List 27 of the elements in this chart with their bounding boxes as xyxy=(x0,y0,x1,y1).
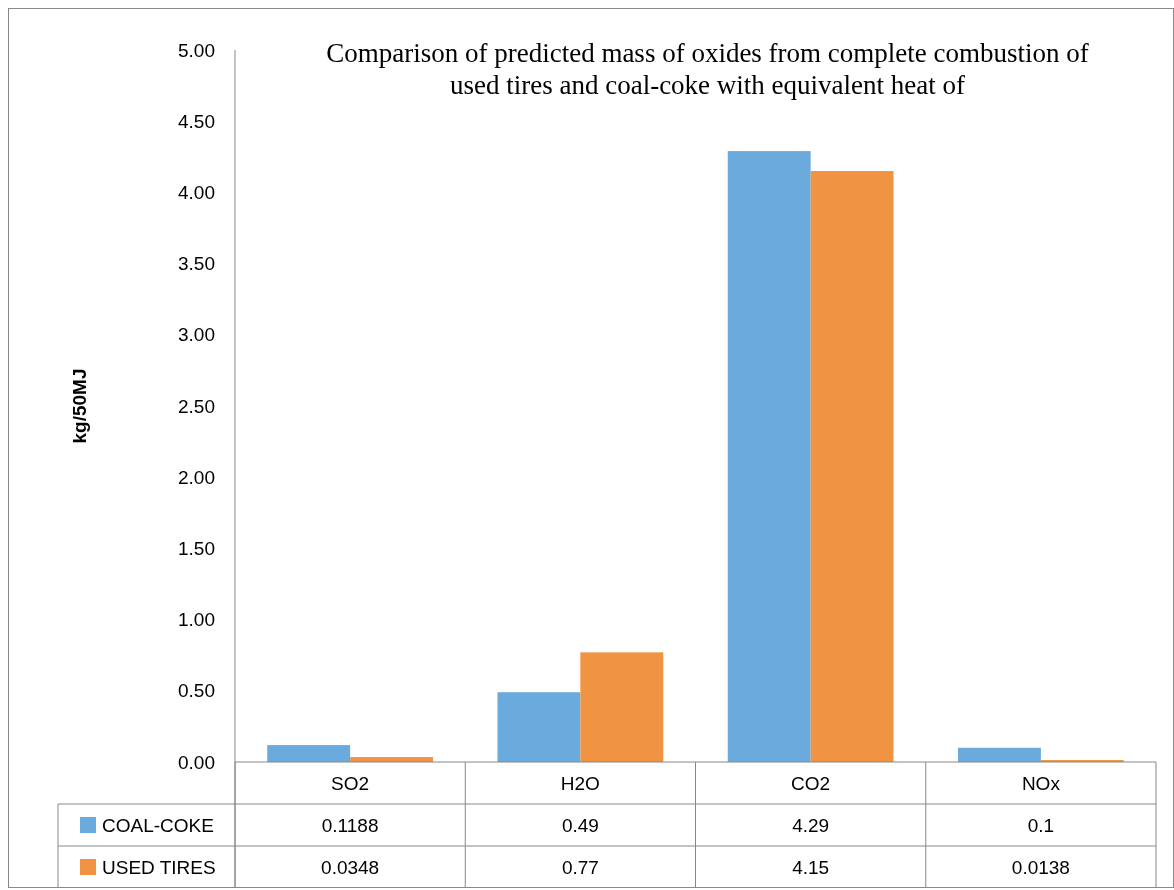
data-label: 0.1 xyxy=(1027,814,1055,836)
y-tick-label: 3.50 xyxy=(178,253,215,275)
x-tick-label: CO2 xyxy=(791,772,831,794)
data-label: 0.77 xyxy=(561,856,599,878)
x-tick-label: H2O xyxy=(560,772,600,794)
data-label: 4.29 xyxy=(792,814,830,836)
y-tick-label: 4.50 xyxy=(178,110,215,132)
data-label: 0.0138 xyxy=(1011,856,1070,878)
data-label: 0.0348 xyxy=(321,856,380,878)
y-tick-label: 5.00 xyxy=(178,39,215,61)
y-axis-title: kg/50MJ xyxy=(69,368,90,444)
y-tick-label: 2.50 xyxy=(178,395,215,417)
data-label: 0.49 xyxy=(561,814,599,836)
y-tick-label: 4.00 xyxy=(178,182,215,204)
legend-label: COAL-COKE xyxy=(102,814,214,836)
data-label: 0.1188 xyxy=(321,814,379,836)
legend-label: USED TIRES xyxy=(102,856,216,878)
chart-title: Comparison of predicted mass of oxides from complete combustion of used tires and coal-coke with equivalent heat of xyxy=(326,38,1089,100)
y-tick-label: 3.00 xyxy=(178,324,215,346)
data-label: 4.15 xyxy=(792,856,830,878)
y-tick-label: 1.00 xyxy=(178,609,215,631)
y-tick-label: 1.50 xyxy=(178,538,215,560)
y-tick-label: 2.00 xyxy=(178,466,215,488)
x-tick-label: SO2 xyxy=(331,772,370,794)
y-tick-label: 0.50 xyxy=(178,680,215,702)
y-tick-label: 0.00 xyxy=(178,751,215,773)
x-tick-label: NOx xyxy=(1021,772,1061,794)
